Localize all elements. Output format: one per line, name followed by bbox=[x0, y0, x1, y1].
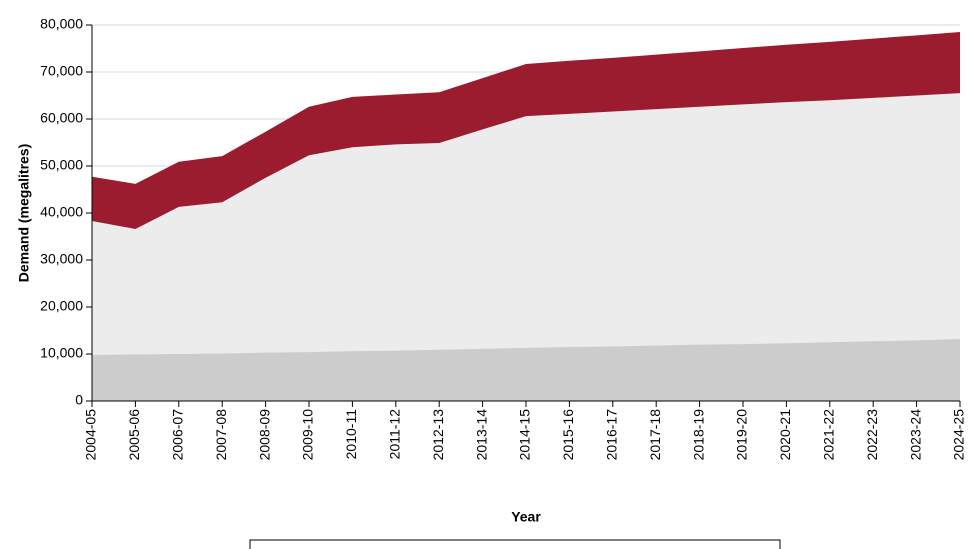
area bbox=[92, 338, 960, 401]
x-tick-label: 2023-24 bbox=[907, 409, 923, 461]
x-tick-label: 2004-05 bbox=[83, 409, 99, 461]
x-tick-label: 2022-23 bbox=[864, 409, 880, 461]
y-tick-label: 80,000 bbox=[40, 16, 83, 32]
y-tick-label: 30,000 bbox=[40, 251, 83, 267]
y-tick-label: 70,000 bbox=[40, 63, 83, 79]
area bbox=[92, 93, 960, 402]
x-tick-label: 2014-15 bbox=[517, 409, 533, 461]
x-tick-label: 2009-10 bbox=[300, 409, 316, 461]
legend-box bbox=[249, 539, 781, 549]
x-tick-label: 2006-07 bbox=[170, 409, 186, 461]
x-tick-label: 2020-21 bbox=[777, 409, 793, 461]
x-tick-label: 2021-22 bbox=[821, 409, 837, 461]
x-axis-label: Year bbox=[511, 509, 541, 525]
y-tick-label: 40,000 bbox=[40, 204, 83, 220]
x-tick-label: 2019-20 bbox=[734, 409, 750, 461]
x-tick-label: 2017-18 bbox=[647, 409, 663, 461]
x-tick-label: 2016-17 bbox=[604, 409, 620, 461]
x-tick-label: 2010-11 bbox=[343, 409, 359, 460]
x-tick-label: 2005-06 bbox=[126, 409, 142, 461]
x-tick-label: 2024-25 bbox=[951, 409, 967, 461]
y-tick-label: 60,000 bbox=[40, 110, 83, 126]
y-axis-label: Demand (megalitres) bbox=[16, 144, 32, 282]
x-tick-label: 2011-12 bbox=[387, 409, 403, 460]
x-tick-label: 2012-13 bbox=[430, 409, 446, 461]
x-tick-label: 2008-09 bbox=[256, 409, 272, 461]
y-tick-label: 20,000 bbox=[40, 298, 83, 314]
x-tick-label: 2007-08 bbox=[213, 409, 229, 461]
x-tick-label: 2018-19 bbox=[690, 409, 706, 461]
x-tick-label: 2015-16 bbox=[560, 409, 576, 461]
y-tick-label: 0 bbox=[75, 392, 83, 408]
y-tick-label: 10,000 bbox=[40, 345, 83, 361]
x-tick-label: 2013-14 bbox=[473, 409, 489, 461]
y-tick-label: 50,000 bbox=[40, 157, 83, 173]
